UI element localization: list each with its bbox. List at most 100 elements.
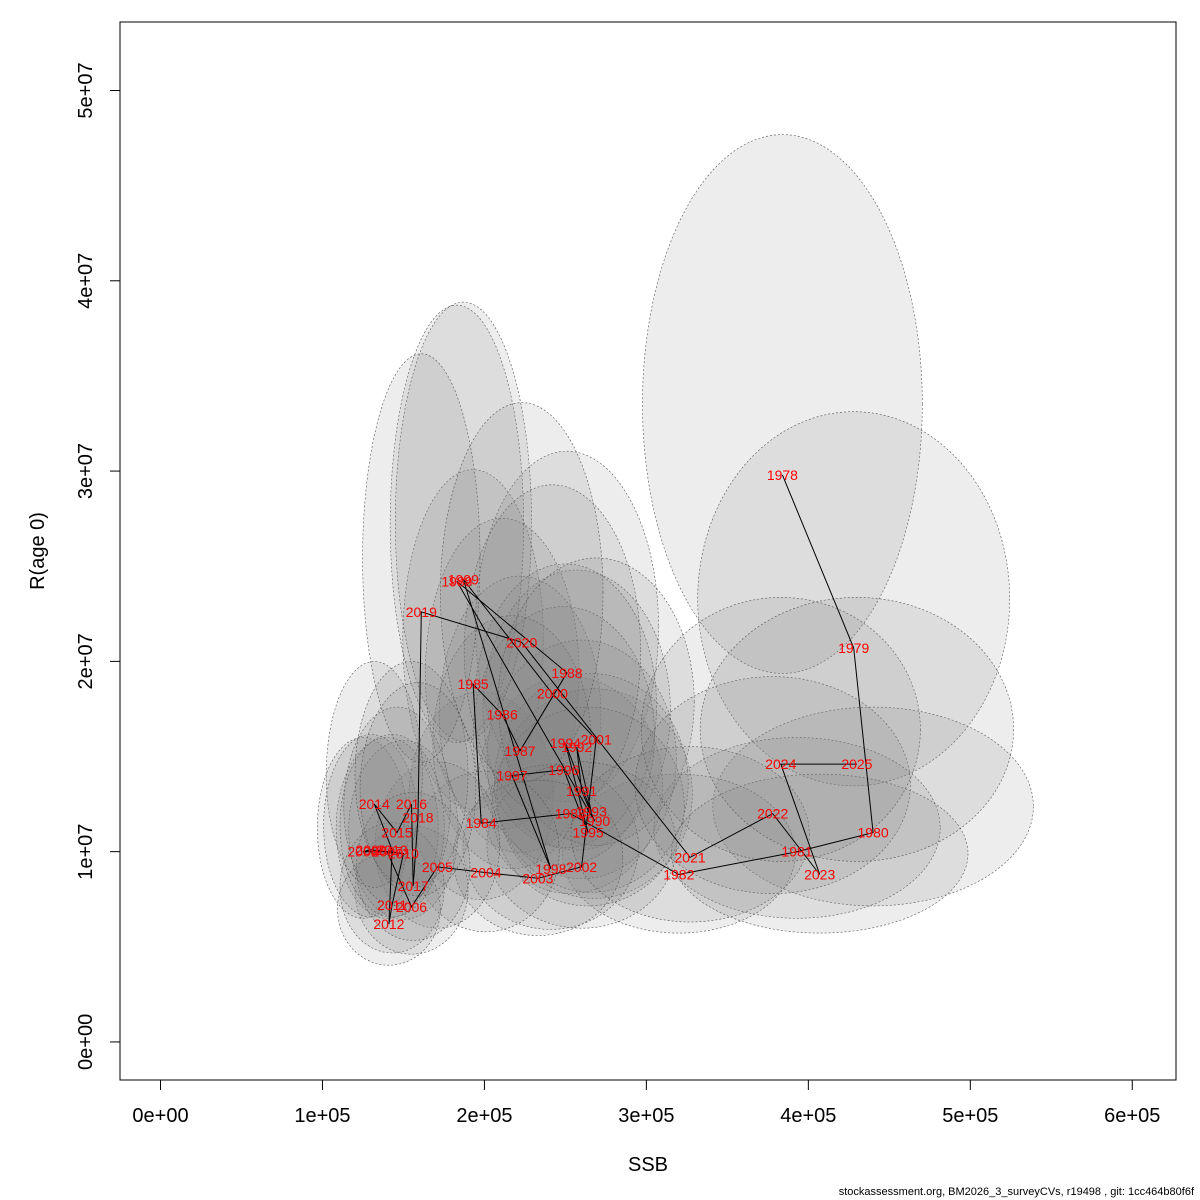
year-label-2020: 2020 xyxy=(506,634,537,650)
year-label-1985: 1985 xyxy=(458,676,489,692)
ellipse-2008 xyxy=(316,737,409,919)
year-label-1997: 1997 xyxy=(496,768,527,784)
year-label-1996: 1996 xyxy=(548,762,579,778)
year-label-2019: 2019 xyxy=(406,604,437,620)
year-labels: 1978 1979 1980 1981 1982 1983 1984 1985 1986 1987… xyxy=(347,467,889,932)
year-label-1982: 1982 xyxy=(663,867,694,883)
year-label-1999: 1999 xyxy=(448,572,479,588)
year-label-1989: 1989 xyxy=(441,573,472,589)
year-label-2014: 2014 xyxy=(359,796,390,812)
ellipse-1998 xyxy=(462,764,639,930)
ellipse-2001 xyxy=(497,557,695,846)
year-label-1987: 1987 xyxy=(504,743,535,759)
ellipse-2021 xyxy=(570,746,810,923)
ellipse-1979 xyxy=(697,411,1011,787)
ellipse-1990 xyxy=(496,688,693,899)
year-label-2015: 2015 xyxy=(381,825,412,841)
trajectory-line xyxy=(362,474,874,925)
x-tick-label: 4e+05 xyxy=(780,1105,836,1127)
x-tick-label: 2e+05 xyxy=(456,1105,512,1127)
y-tick-label: 0e+00 xyxy=(75,1014,97,1070)
confidence-ellipses xyxy=(316,134,1034,966)
ellipse-2022 xyxy=(634,676,911,894)
ellipse-2019 xyxy=(362,353,481,763)
ellipse-2012 xyxy=(337,852,441,966)
y-axis-title: R(age 0) xyxy=(27,512,49,590)
year-label-2006: 2006 xyxy=(396,899,427,915)
year-label-2017: 2017 xyxy=(398,878,429,894)
year-label-2021: 2021 xyxy=(675,849,706,865)
x-tick-label: 3e+05 xyxy=(618,1105,674,1127)
year-label-2018: 2018 xyxy=(402,809,433,825)
y-tick-label: 3e+07 xyxy=(75,443,97,499)
year-label-1988: 1988 xyxy=(551,665,582,681)
ellipse-1999 xyxy=(394,301,532,742)
year-label-1978: 1978 xyxy=(767,467,798,483)
year-label-2008: 2008 xyxy=(347,844,378,860)
year-label-1993: 1993 xyxy=(576,804,607,820)
y-tick-label: 2e+07 xyxy=(75,633,97,689)
ellipse-1980 xyxy=(712,706,1034,907)
year-label-2007: 2007 xyxy=(372,844,403,860)
ellipse-2009 xyxy=(323,734,419,918)
ellipse-2000 xyxy=(463,484,641,816)
ellipse-2020 xyxy=(440,402,604,783)
year-label-1994: 1994 xyxy=(550,735,581,751)
ellipse-2025 xyxy=(699,597,1014,862)
ellipse-2015 xyxy=(343,706,451,907)
year-label-1998: 1998 xyxy=(535,861,566,877)
year-label-2024: 2024 xyxy=(765,756,796,772)
year-label-2025: 2025 xyxy=(841,756,872,772)
y-tick-label: 5e+07 xyxy=(75,62,97,118)
year-label-1981: 1981 xyxy=(781,844,812,860)
ellipse-2024 xyxy=(640,597,921,862)
year-label-1992: 1992 xyxy=(561,739,592,755)
year-label-1986: 1986 xyxy=(487,707,518,723)
ellipse-1978 xyxy=(642,134,923,674)
year-label-2012: 2012 xyxy=(373,916,404,932)
ellipse-1985 xyxy=(402,469,544,810)
year-label-2004: 2004 xyxy=(470,865,501,881)
year-label-1983: 1983 xyxy=(555,806,586,822)
year-label-2013: 2013 xyxy=(377,842,408,858)
ellipse-1994 xyxy=(474,563,657,849)
ellipse-2016 xyxy=(354,661,469,888)
year-label-2016: 2016 xyxy=(396,796,427,812)
y-tick-label: 1e+07 xyxy=(75,824,97,880)
year-label-1991: 1991 xyxy=(566,783,597,799)
x-tick-label: 1e+05 xyxy=(294,1105,350,1127)
year-label-1990: 1990 xyxy=(579,813,610,829)
year-label-2023: 2023 xyxy=(804,867,835,883)
x-tick-label: 5e+05 xyxy=(942,1105,998,1127)
year-label-2001: 2001 xyxy=(581,731,612,747)
year-label-1984: 1984 xyxy=(466,815,497,831)
ellipse-2002 xyxy=(486,761,677,929)
year-label-1979: 1979 xyxy=(838,640,869,656)
x-axis-title: SSB xyxy=(628,1154,668,1176)
year-label-2003: 2003 xyxy=(522,870,553,886)
ellipse-2023 xyxy=(671,773,969,934)
year-label-2011: 2011 xyxy=(377,897,407,913)
year-label-2000: 2000 xyxy=(537,686,568,702)
y-tick-label: 4e+07 xyxy=(75,253,97,309)
ellipse-1991 xyxy=(486,639,677,880)
footer-text: stockassessment.org, BM2026_3_surveyCVs,… xyxy=(838,1186,1194,1198)
y-axis: 0e+00 1e+07 2e+07 3e+07 4e+07 5e+07 xyxy=(75,62,121,1070)
year-label-2009: 2009 xyxy=(355,842,386,858)
ellipse-1997 xyxy=(432,615,592,870)
year-label-1995: 1995 xyxy=(573,825,604,841)
x-tick-label: 6e+05 xyxy=(1104,1105,1160,1127)
year-label-2002: 2002 xyxy=(566,859,597,875)
year-label-2022: 2022 xyxy=(757,806,788,822)
ellipse-1988 xyxy=(475,450,659,803)
ellipse-1981 xyxy=(653,737,941,919)
year-label-2010: 2010 xyxy=(388,846,419,862)
ellipse-2011 xyxy=(339,822,445,954)
ellipse-2010 xyxy=(348,740,459,920)
year-label-2005: 2005 xyxy=(422,859,453,875)
ellipse-1986 xyxy=(425,517,580,830)
x-tick-label: 0e+00 xyxy=(132,1105,188,1127)
x-axis: 0e+00 1e+05 2e+05 3e+05 4e+05 5e+05 6e+05 xyxy=(132,1079,1160,1127)
ellipse-1992 xyxy=(482,569,671,851)
